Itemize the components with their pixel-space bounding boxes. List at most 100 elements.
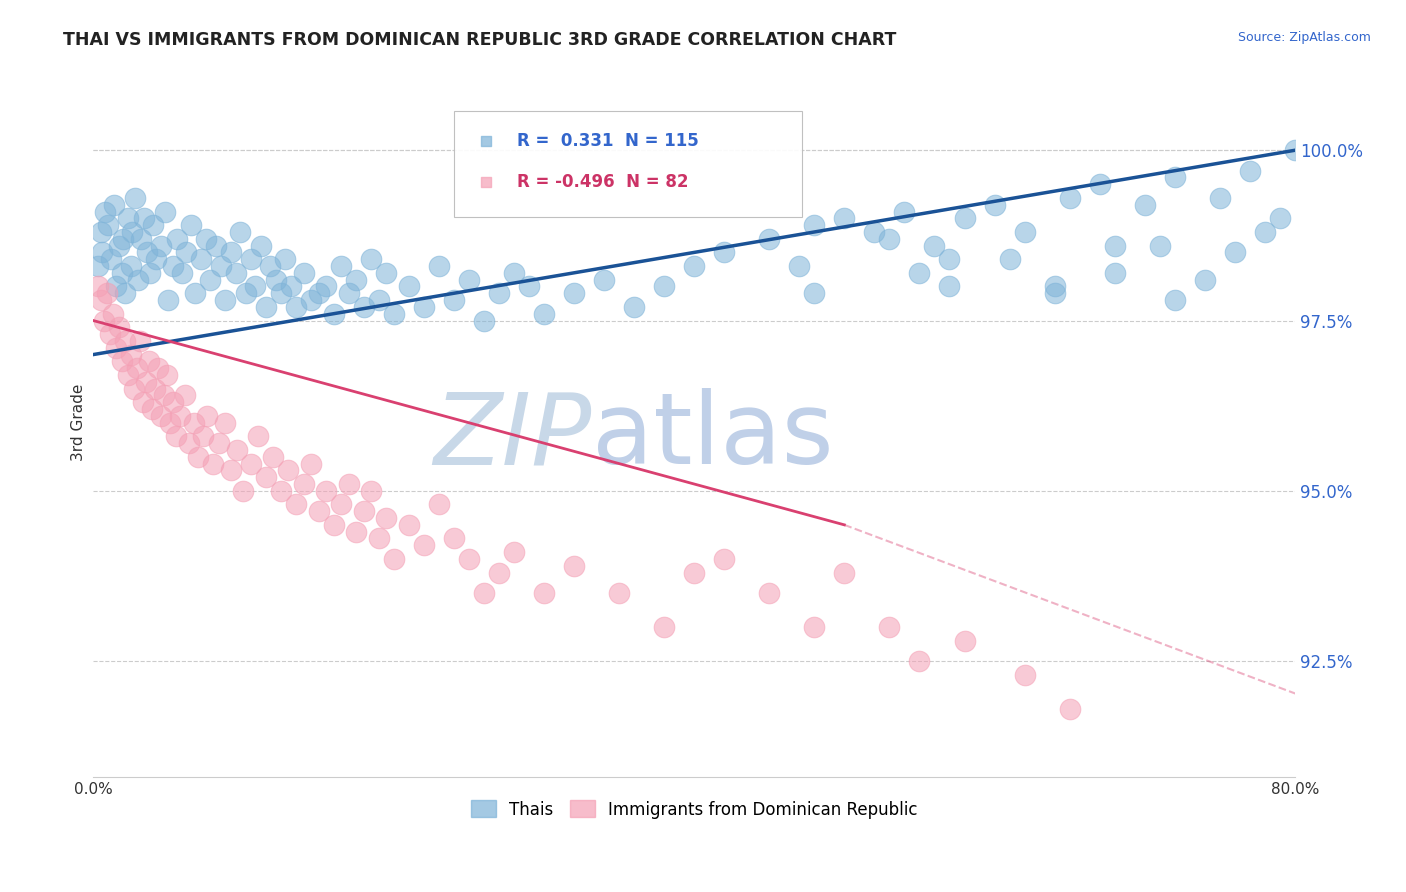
Point: [412, 300, 434, 314]
Point: [983, 198, 1005, 212]
Point: [274, 252, 297, 267]
Point: [502, 545, 524, 559]
Point: [375, 511, 398, 525]
Point: [103, 198, 125, 212]
Point: [270, 286, 292, 301]
Point: [239, 252, 262, 267]
Point: [1209, 191, 1232, 205]
Point: [124, 191, 146, 205]
Point: [998, 252, 1021, 267]
Point: [200, 273, 222, 287]
Point: [879, 232, 901, 246]
Point: [128, 334, 150, 348]
Point: [157, 293, 180, 307]
Point: [120, 348, 142, 362]
Point: [173, 388, 195, 402]
Point: [277, 463, 299, 477]
Point: [180, 218, 202, 232]
Point: [86, 279, 108, 293]
Point: [360, 483, 382, 498]
Point: [112, 232, 135, 246]
Point: [908, 654, 931, 668]
Point: [232, 483, 254, 498]
Point: [195, 409, 218, 423]
Point: [330, 497, 353, 511]
Point: [162, 395, 184, 409]
Point: [125, 361, 148, 376]
Point: [183, 416, 205, 430]
Point: [683, 566, 706, 580]
Point: [208, 436, 231, 450]
Point: [427, 497, 450, 511]
Legend: Thais, Immigrants from Dominican Republic: Thais, Immigrants from Dominican Republi…: [464, 794, 924, 825]
Point: [533, 586, 555, 600]
Point: [93, 313, 115, 327]
Point: [1223, 245, 1246, 260]
Point: [214, 293, 236, 307]
Point: [517, 279, 540, 293]
Point: [285, 300, 308, 314]
Point: [117, 211, 139, 226]
Point: [145, 252, 167, 267]
Point: [152, 388, 174, 402]
Point: [1043, 286, 1066, 301]
Point: [292, 266, 315, 280]
Point: [1164, 170, 1187, 185]
Point: [202, 457, 225, 471]
Point: [235, 286, 257, 301]
Point: [924, 238, 946, 252]
Point: [1014, 667, 1036, 681]
Point: [457, 273, 479, 287]
Point: [713, 245, 735, 260]
Point: [135, 375, 157, 389]
Point: [803, 620, 825, 634]
Point: [322, 307, 344, 321]
Point: [344, 273, 367, 287]
Point: [156, 368, 179, 382]
Point: [162, 259, 184, 273]
Point: [382, 552, 405, 566]
Point: [908, 266, 931, 280]
Point: [758, 232, 780, 246]
Text: atlas: atlas: [592, 388, 834, 485]
Point: [86, 259, 108, 273]
Point: [245, 279, 267, 293]
Point: [337, 286, 360, 301]
Point: [893, 204, 915, 219]
Point: [803, 286, 825, 301]
Point: [111, 354, 134, 368]
Text: Source: ZipAtlas.com: Source: ZipAtlas.com: [1237, 31, 1371, 45]
Point: [190, 252, 212, 267]
Point: [120, 259, 142, 273]
Point: [229, 225, 252, 239]
Point: [104, 279, 127, 293]
Point: [254, 300, 277, 314]
Point: [166, 232, 188, 246]
Point: [652, 279, 675, 293]
Point: [953, 633, 976, 648]
Point: [104, 341, 127, 355]
Point: [221, 245, 243, 260]
Point: [607, 586, 630, 600]
Point: [1014, 225, 1036, 239]
Point: [308, 504, 330, 518]
Point: [132, 395, 155, 409]
Point: [1059, 191, 1081, 205]
Point: [90, 293, 112, 307]
Point: [367, 532, 389, 546]
Point: [863, 225, 886, 239]
Point: [683, 259, 706, 273]
Point: [353, 300, 375, 314]
Point: [254, 470, 277, 484]
Point: [330, 259, 353, 273]
Point: [562, 558, 585, 573]
Point: [562, 286, 585, 301]
Point: [270, 483, 292, 498]
Text: THAI VS IMMIGRANTS FROM DOMINICAN REPUBLIC 3RD GRADE CORRELATION CHART: THAI VS IMMIGRANTS FROM DOMINICAN REPUBL…: [63, 31, 897, 49]
Point: [90, 225, 112, 239]
Point: [226, 442, 249, 457]
Point: [398, 279, 420, 293]
Point: [191, 429, 214, 443]
Point: [834, 566, 856, 580]
Point: [259, 259, 281, 273]
